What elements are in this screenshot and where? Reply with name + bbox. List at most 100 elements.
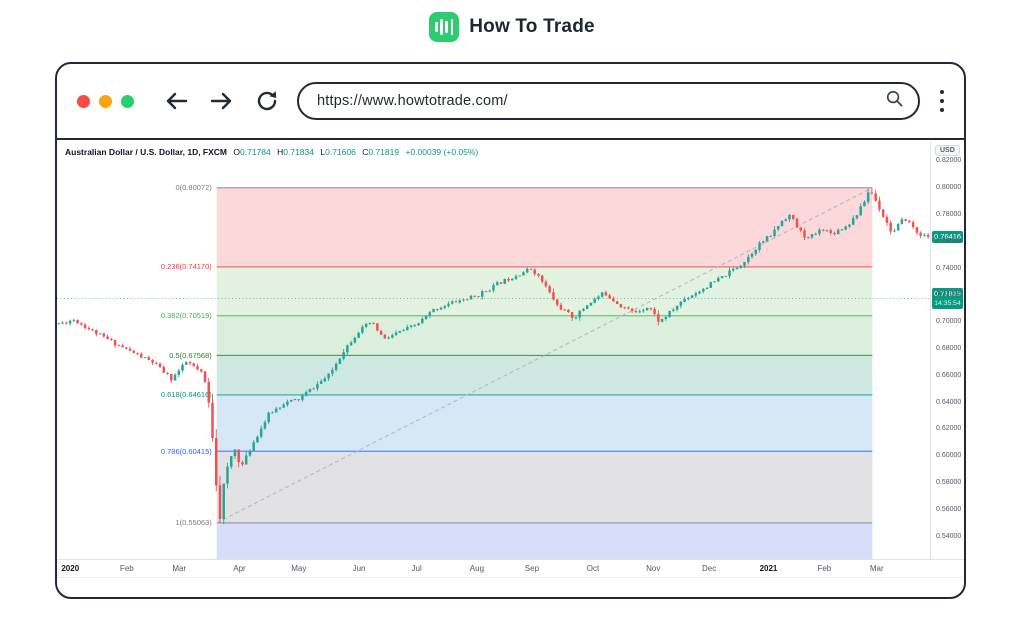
candle [128, 346, 132, 352]
fib-level-label-3: 0.5(0.67568) [169, 350, 212, 360]
candle [158, 362, 162, 369]
candle [76, 319, 79, 324]
candle [334, 362, 338, 372]
candle [346, 344, 349, 356]
candle [443, 304, 447, 310]
candle [140, 352, 143, 359]
candle [297, 399, 300, 402]
candle [308, 388, 312, 393]
candle [162, 365, 166, 373]
candle [379, 330, 383, 335]
candle [672, 307, 675, 313]
candle [488, 289, 491, 293]
candle [349, 340, 353, 346]
candle [473, 295, 477, 297]
y-axis-tick: 0.64000 [936, 398, 962, 406]
candle [859, 203, 862, 216]
candle [125, 347, 128, 350]
window-expand-dot[interactable] [121, 94, 134, 108]
candle [829, 228, 832, 235]
candle [286, 399, 289, 407]
candle [454, 299, 458, 303]
candle [578, 310, 581, 321]
candle [563, 308, 566, 311]
chart-legend: Australian Dollar / U.S. Dollar, 1D, FXC… [65, 147, 478, 157]
candle [885, 214, 889, 227]
candle [203, 371, 207, 384]
candle [743, 261, 746, 269]
candle [836, 228, 840, 235]
candle [458, 299, 462, 304]
candle [398, 330, 402, 333]
candle [207, 377, 210, 408]
x-axis-tick: 2021 [759, 564, 778, 573]
candle [218, 475, 222, 523]
candle [151, 358, 154, 366]
candle [874, 189, 877, 202]
candle [155, 361, 158, 365]
candle [896, 222, 900, 231]
candle [376, 322, 379, 332]
reload-icon[interactable] [255, 89, 279, 113]
candle [428, 311, 432, 319]
candle [851, 215, 855, 226]
candle [615, 300, 619, 305]
candle [784, 218, 787, 222]
candle [87, 326, 91, 331]
candle [904, 218, 907, 222]
candle [293, 398, 297, 401]
address-bar[interactable]: https://www.howtotrade.com/ [297, 82, 920, 120]
candle [634, 309, 638, 313]
candle [878, 196, 881, 212]
candle [402, 328, 405, 332]
candle [559, 302, 563, 311]
fib-level-label-1: 0.236(0.74170) [160, 262, 212, 272]
candle [462, 299, 465, 302]
candle [188, 360, 192, 366]
candle [185, 361, 188, 366]
candle [477, 296, 480, 298]
brand-title: How To Trade [469, 16, 595, 37]
candle [110, 337, 113, 341]
forward-icon[interactable] [209, 90, 235, 112]
candle [323, 376, 327, 382]
candle [166, 372, 169, 375]
x-axis-tick: Sep [524, 564, 540, 573]
back-icon[interactable] [163, 90, 189, 112]
time-axis[interactable]: 2020 Feb Mar Apr May Jun Jul Aug Sep Oct Nov Dec 202… [57, 559, 964, 578]
candle [319, 379, 323, 385]
y-axis-tick: 0.78000 [936, 211, 962, 219]
candle [806, 236, 810, 239]
window-close-dot[interactable] [77, 94, 90, 108]
x-axis-tick: Nov [646, 564, 661, 573]
candle [503, 278, 506, 285]
price-axis[interactable]: USD 0.76416 0.71819 14:35:54 0.82000 0.80… [930, 142, 964, 559]
candle [57, 322, 61, 325]
window-minimize-dot[interactable] [99, 94, 112, 108]
candle [237, 449, 240, 468]
candle [271, 411, 274, 414]
candle [728, 267, 731, 279]
url-text[interactable]: https://www.howtotrade.com/ [317, 93, 508, 109]
price-chart-plot[interactable]: 0(0.80072) 0.236(0.74170) 0.382(0.70519) 0.… [57, 142, 930, 559]
candle [98, 332, 102, 335]
candle [840, 228, 844, 231]
candle [484, 290, 488, 293]
candle [687, 296, 690, 301]
candle [106, 334, 109, 340]
ohlc-close-label: C [362, 147, 369, 157]
fib-level-label-4: 0.618(0.64616) [160, 390, 212, 400]
candle [747, 254, 750, 265]
x-axis-tick: Feb [817, 564, 832, 573]
candle [593, 297, 596, 304]
candle [177, 368, 181, 378]
y-axis-tick: 0.66000 [936, 371, 962, 379]
candle [600, 291, 604, 298]
menu-kebab-icon[interactable] [936, 88, 949, 115]
search-icon[interactable] [885, 89, 904, 113]
candle [301, 393, 304, 402]
candle [855, 215, 859, 220]
candle [267, 411, 270, 425]
candle [278, 407, 282, 411]
candle [263, 420, 267, 430]
